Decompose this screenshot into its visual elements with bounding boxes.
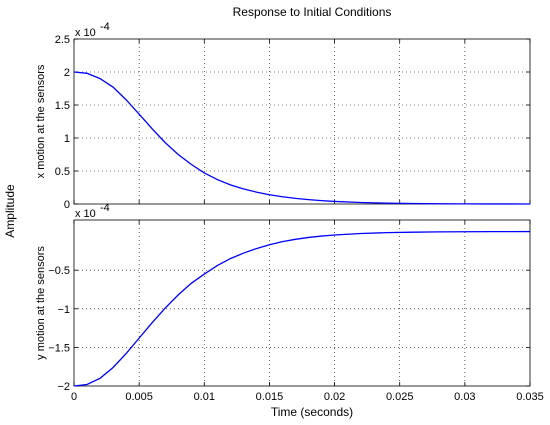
panel-ylabel-bottom: y motion at the sensors [35,246,47,360]
y-tick-label-top: 2.5 [55,34,70,46]
x-axis-label: Time (seconds) [271,405,353,419]
axes-frame-bottom [73,219,531,387]
y-tick-label-bottom: −1 [57,304,70,316]
y-exponent-label-top: x 10 [75,27,96,39]
y-tick-label-top: 0.5 [55,166,70,178]
y-exponent-value-bottom: -4 [100,202,110,214]
panel-ylabel-top: x motion at the sensors [35,64,47,178]
y-tick-label-bottom: −2 [57,381,70,393]
x-tick-label: 0.03 [454,391,475,403]
x-tick-label: 0.005 [125,391,153,403]
series-line-bottom [73,230,531,387]
series-line-top [73,71,531,205]
x-tick-label: 0.015 [256,391,284,403]
y-tick-label-top: 1 [64,133,70,145]
axes-frame-top [73,38,531,205]
chart-title: Response to Initial Conditions [233,5,392,19]
y-tick-label-top: 1.5 [55,100,70,112]
y-axis-label-amplitude: Amplitude [3,184,17,238]
x-tick-label: 0.025 [386,391,414,403]
y-exponent-value-top: -4 [100,21,110,33]
x-tick-label: 0.035 [516,391,544,403]
y-tick-label-bottom: −0.5 [48,265,70,277]
y-tick-label-top: 0 [64,199,70,211]
y-tick-label-bottom: −1.5 [48,342,70,354]
x-tick-label: 0.02 [324,391,345,403]
x-tick-label: 0 [71,391,77,403]
x-tick-label: 0.01 [194,391,215,403]
y-tick-label-top: 2 [64,67,70,79]
y-exponent-label-bottom: x 10 [75,208,96,220]
